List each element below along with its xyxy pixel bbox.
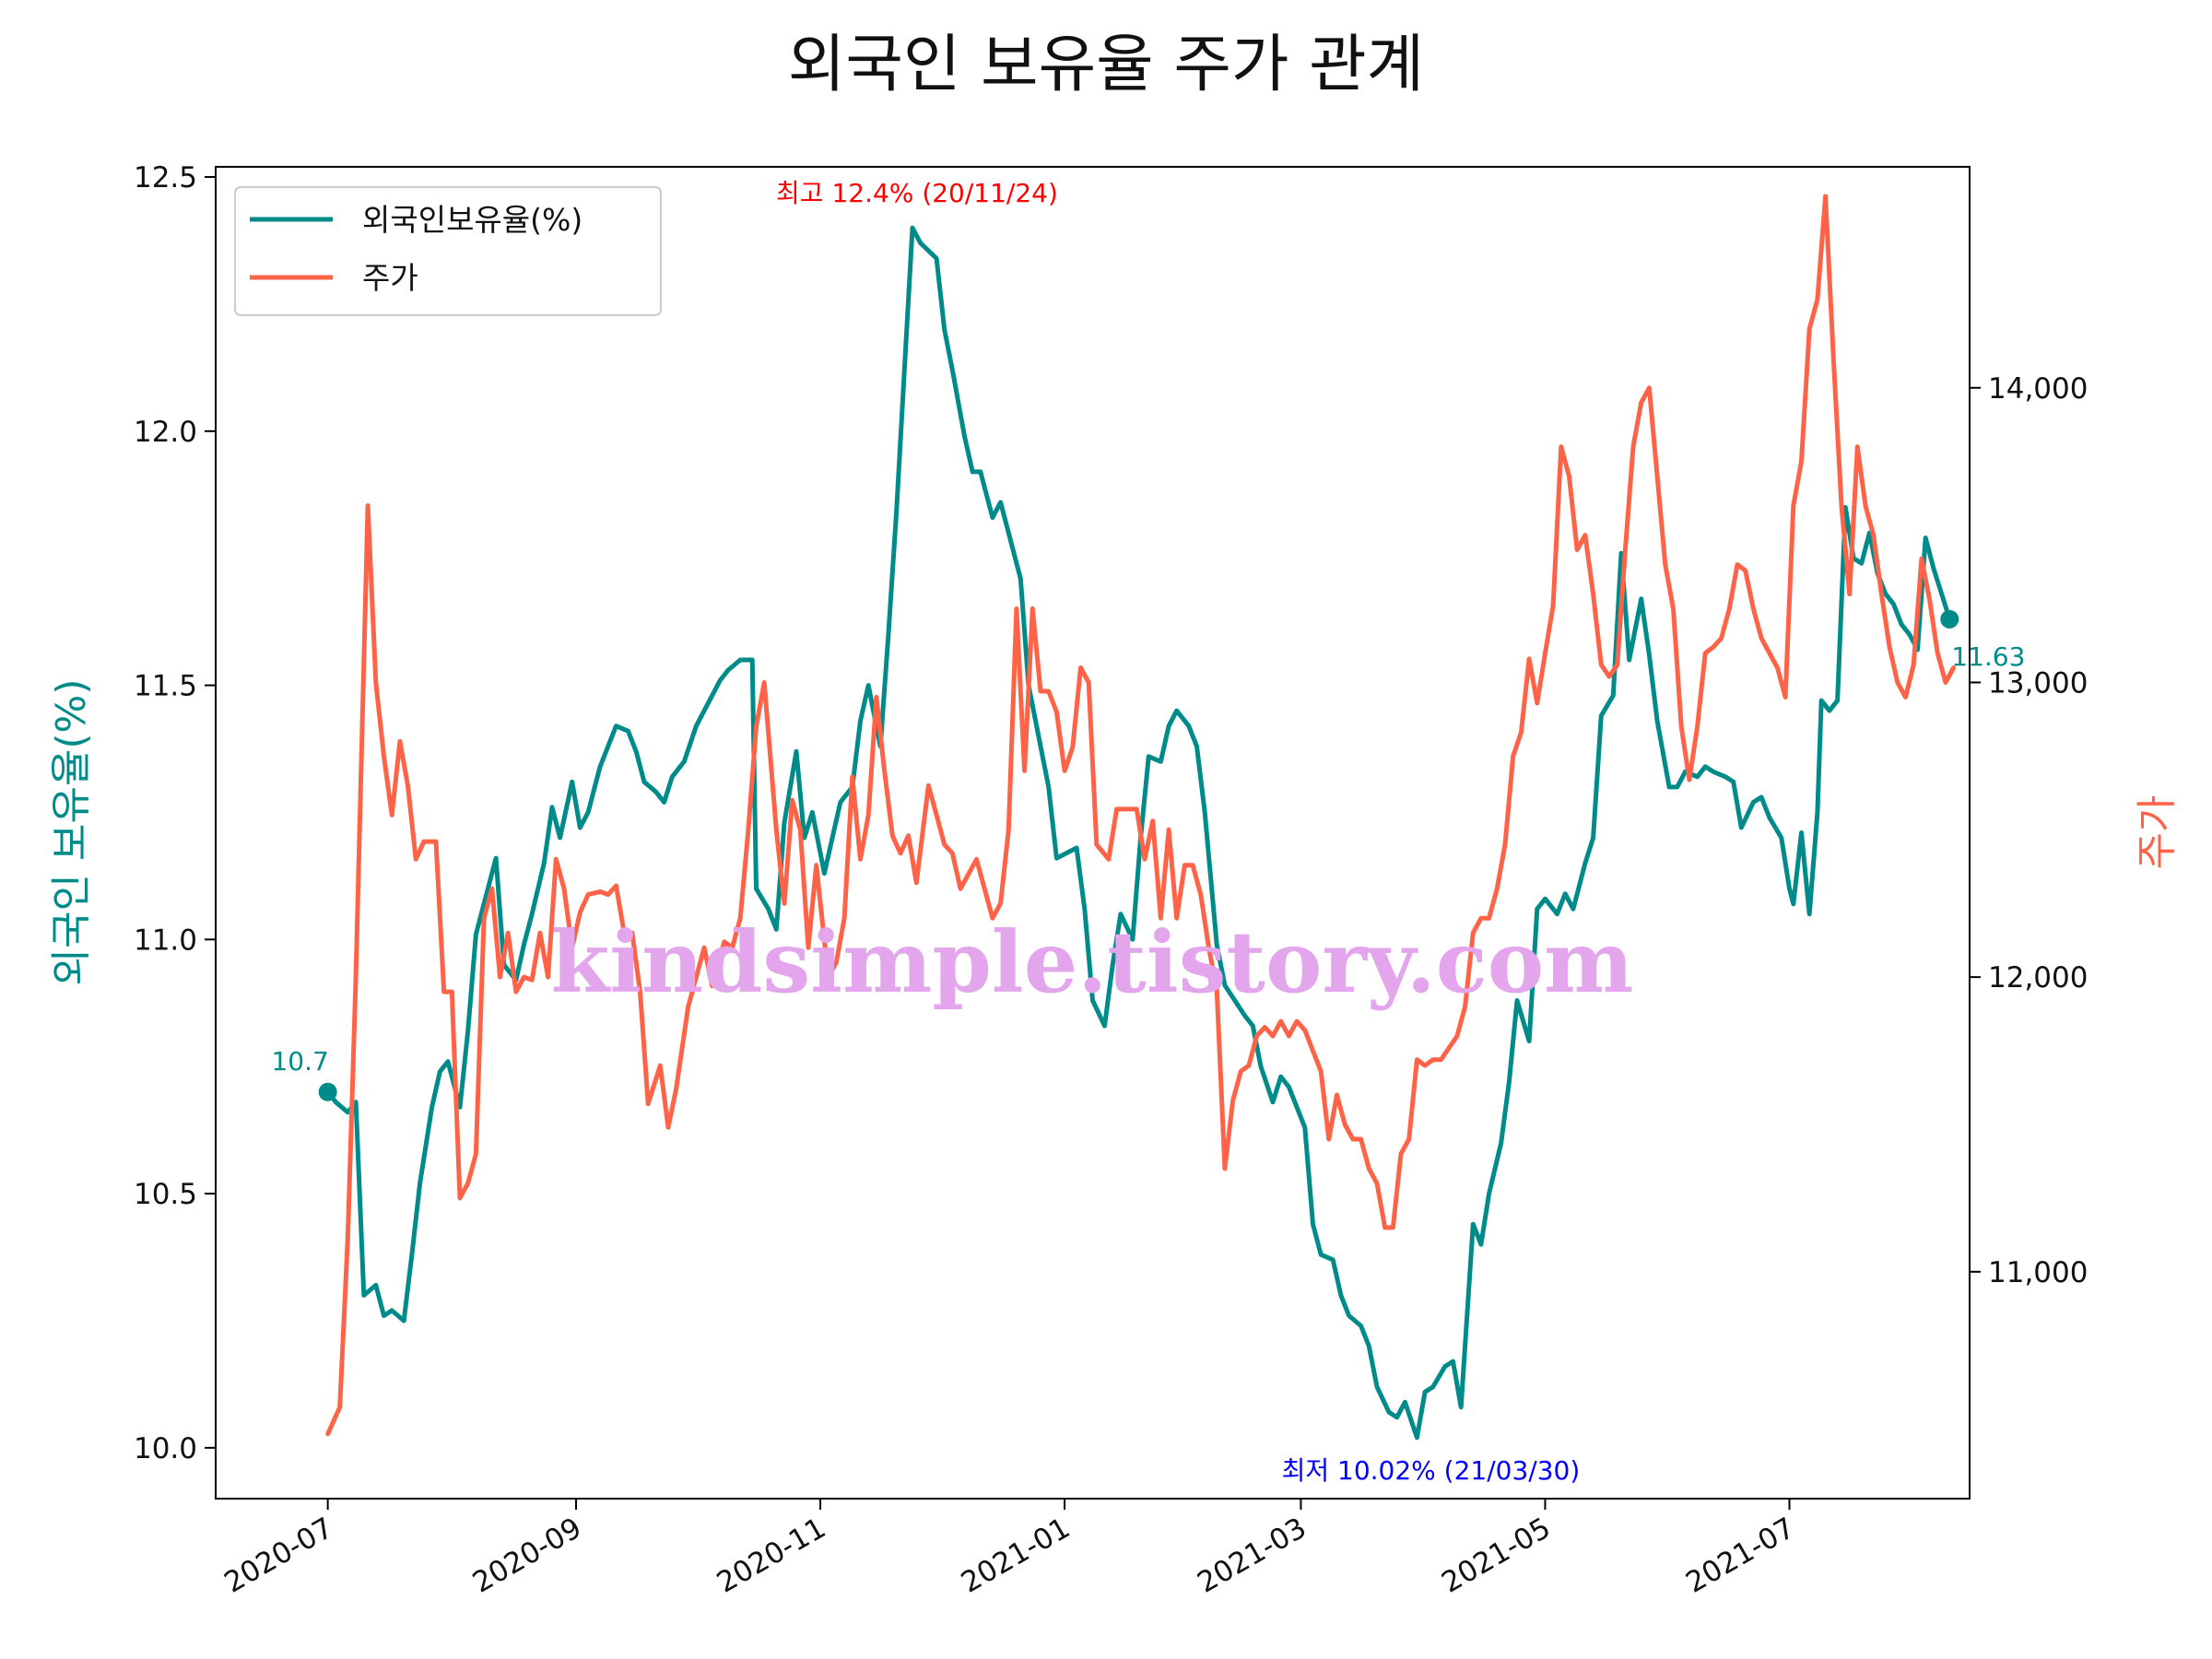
y-axis-right: 11,000 12,000 13,000 14,000 [1970, 372, 2088, 1289]
x-tick-label: 2020-07 [218, 1512, 338, 1600]
plot-frame [215, 166, 1971, 1500]
y-axis-right-label: 주가 [2134, 795, 2181, 870]
x-tick-label: 2021-01 [956, 1512, 1076, 1600]
y-right-tick-label: 14,000 [1988, 372, 2088, 406]
y-left-tick-label: 11.5 [134, 670, 197, 703]
x-tick-label: 2021-07 [1680, 1512, 1800, 1600]
max-annotation: 최고 12.4% (20/11/24) [776, 178, 1058, 208]
start-value-label: 10.7 [271, 1046, 328, 1077]
x-tick-label: 2021-05 [1436, 1512, 1556, 1600]
legend-label-holding-ratio: 외국인보유율(%) [362, 202, 582, 238]
end-point-marker [1940, 609, 1959, 629]
y-right-tick-label: 11,000 [1988, 1256, 2088, 1289]
plot-area [215, 166, 1971, 1500]
legend: 외국인보유율(%) 주가 [234, 186, 662, 316]
y-axis-left: 10.0 10.5 11.0 11.5 12.0 12.5 [134, 161, 216, 1465]
watermark: kindsimple.tistory.com [550, 912, 1633, 1012]
series-line-stock-price [325, 194, 1957, 1437]
series-line-holding-ratio [325, 225, 1952, 1441]
y-left-tick-label: 12.5 [134, 161, 197, 194]
x-tick-label: 2020-11 [712, 1512, 831, 1600]
end-value-label: 11.63 [1951, 641, 2025, 672]
legend-box [234, 186, 662, 316]
x-axis: 2020-07 2020-09 2020-11 2021-01 2021-03 2021-… [218, 1499, 1800, 1600]
y-axis-left-label: 외국인 보유율(%) [48, 678, 95, 985]
start-point-marker [318, 1082, 337, 1101]
y-left-tick-label: 10.0 [134, 1432, 197, 1465]
x-tick-label: 2020-09 [467, 1512, 587, 1600]
chart-title: 외국인 보유율 주가 관계 [788, 29, 1424, 101]
y-right-tick-label: 12,000 [1988, 961, 2088, 994]
y-left-tick-label: 10.5 [134, 1178, 197, 1211]
y-left-tick-label: 12.0 [134, 416, 197, 449]
y-right-tick-label: 13,000 [1988, 666, 2088, 700]
min-annotation: 최저 10.02% (21/03/30) [1282, 1455, 1581, 1486]
legend-label-stock-price: 주가 [362, 260, 418, 296]
x-tick-label: 2021-03 [1192, 1512, 1312, 1600]
y-left-tick-label: 11.0 [134, 924, 197, 957]
